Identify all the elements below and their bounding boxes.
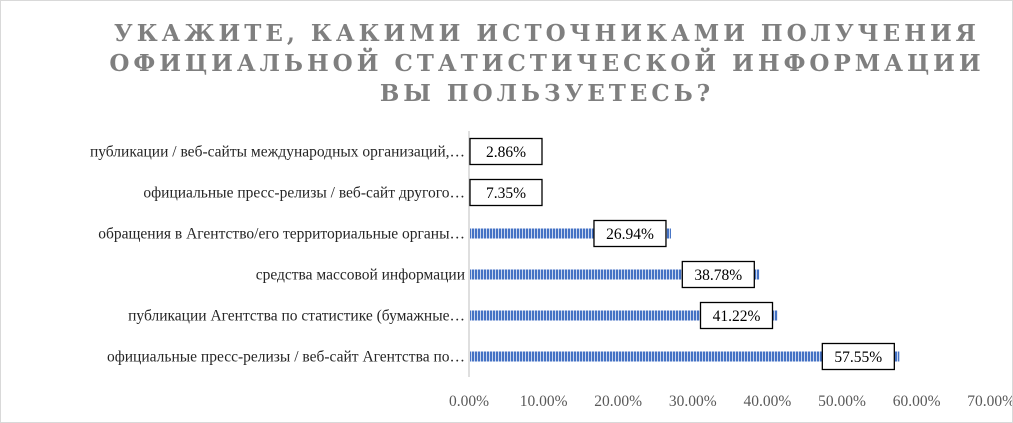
category-label: официальные пресс-релизы / веб-сайт друг… [143,185,465,202]
plot-area: публикации / веб-сайты международных орг… [90,131,1012,410]
x-tick-label: 10.00% [520,393,568,410]
x-tick-label: 0.00% [449,393,489,410]
data-label-box [593,219,667,248]
data-label: 41.22% [713,308,761,325]
chart-title-line-1: УКАЖИТЕ, КАКИМИ ИСТОЧНИКАМИ ПОЛУЧЕНИЯ [114,20,980,47]
data-label-box [681,260,755,289]
x-tick-label: 40.00% [744,393,792,410]
data-label: 26.94% [606,226,654,243]
category-label: публикации Агентства по статистике (бума… [128,308,465,325]
data-label-box [469,178,543,207]
chart-title: УКАЖИТЕ, КАКИМИ ИСТОЧНИКАМИ ПОЛУЧЕНИЯ ОФ… [109,20,984,107]
category-label: обращения в Агентство/его территориальны… [98,226,465,243]
category-label: публикации / веб-сайты международных орг… [90,144,465,161]
bar [470,310,778,321]
data-label-box [699,301,774,330]
data-label: 38.78% [694,267,742,284]
x-tick-label: 70.00% [967,393,1012,410]
data-label: 7.35% [486,185,526,202]
chart-title-line-2: ОФИЦИАЛЬНОЙ СТАТИСТИЧЕСКОЙ ИНФОРМАЦИИ [109,48,984,77]
data-label: 2.86% [486,144,526,161]
x-tick-label: 60.00% [893,393,941,410]
data-label-box [469,137,543,166]
x-tick-label: 20.00% [594,393,642,410]
bar [470,351,900,362]
data-label: 57.55% [834,349,882,366]
bar [470,228,671,239]
x-tick-label: 50.00% [818,393,866,410]
data-label-box [821,342,895,371]
chart-title-line-3: ВЫ ПОЛЬЗУЕТЕСЬ? [380,80,714,107]
category-label: официальные пресс-релизы / веб-сайт Аген… [107,349,465,366]
category-label: средства массовой информации [256,267,465,284]
bar [470,269,760,280]
x-tick-label: 30.00% [669,393,717,410]
